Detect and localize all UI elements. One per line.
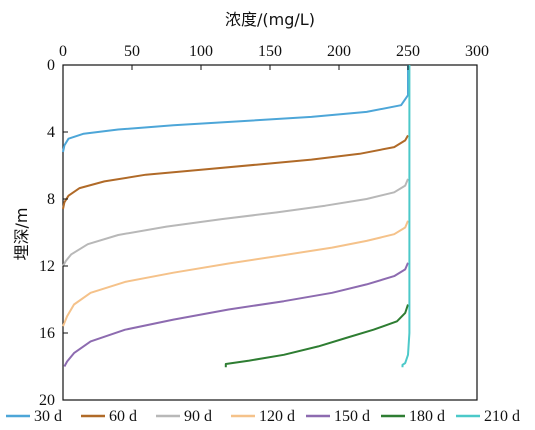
y-tick-label: 16 — [39, 325, 55, 342]
series-line — [62, 134, 409, 210]
legend-label: 180 d — [409, 408, 445, 425]
legend-label: 210 d — [484, 408, 520, 425]
y-axis-title: 埋深/m — [12, 208, 31, 261]
x-tick-label: 300 — [465, 43, 489, 60]
series-line — [401, 65, 411, 368]
y-tick-label: 12 — [39, 258, 55, 275]
chart-series — [62, 65, 411, 368]
x-tick-label: 50 — [124, 43, 140, 60]
x-tick-label: 150 — [258, 43, 282, 60]
plot-frame — [62, 64, 478, 401]
legend-label: 120 d — [259, 408, 295, 425]
chart-axes — [62, 64, 478, 401]
x-axis-title: 浓度/(mg/L) — [225, 10, 315, 29]
y-tick-label: 20 — [39, 392, 55, 409]
legend-label: 90 d — [184, 408, 212, 425]
legend-label: 60 d — [109, 408, 137, 425]
legend-label: 150 d — [334, 408, 370, 425]
legend-label: 30 d — [34, 408, 62, 425]
x-tick-label: 200 — [327, 43, 351, 60]
x-tick-label: 250 — [396, 43, 420, 60]
y-tick-label: 8 — [47, 191, 55, 208]
series-line — [224, 304, 409, 368]
x-tick-label: 100 — [189, 43, 213, 60]
series-line — [62, 178, 409, 267]
series-line — [62, 220, 409, 327]
series-line — [62, 65, 409, 153]
y-tick-label: 0 — [47, 57, 55, 74]
x-tick-label: 0 — [59, 43, 67, 60]
chart-ticks: 0 50 100 150 200 250 300 0 4 8 12 16 20 — [39, 43, 489, 409]
chart-legend: 30 d 60 d 90 d 120 d 150 d 180 d 210 d — [6, 408, 520, 425]
series-line — [63, 262, 409, 367]
y-tick-label: 4 — [47, 124, 55, 141]
